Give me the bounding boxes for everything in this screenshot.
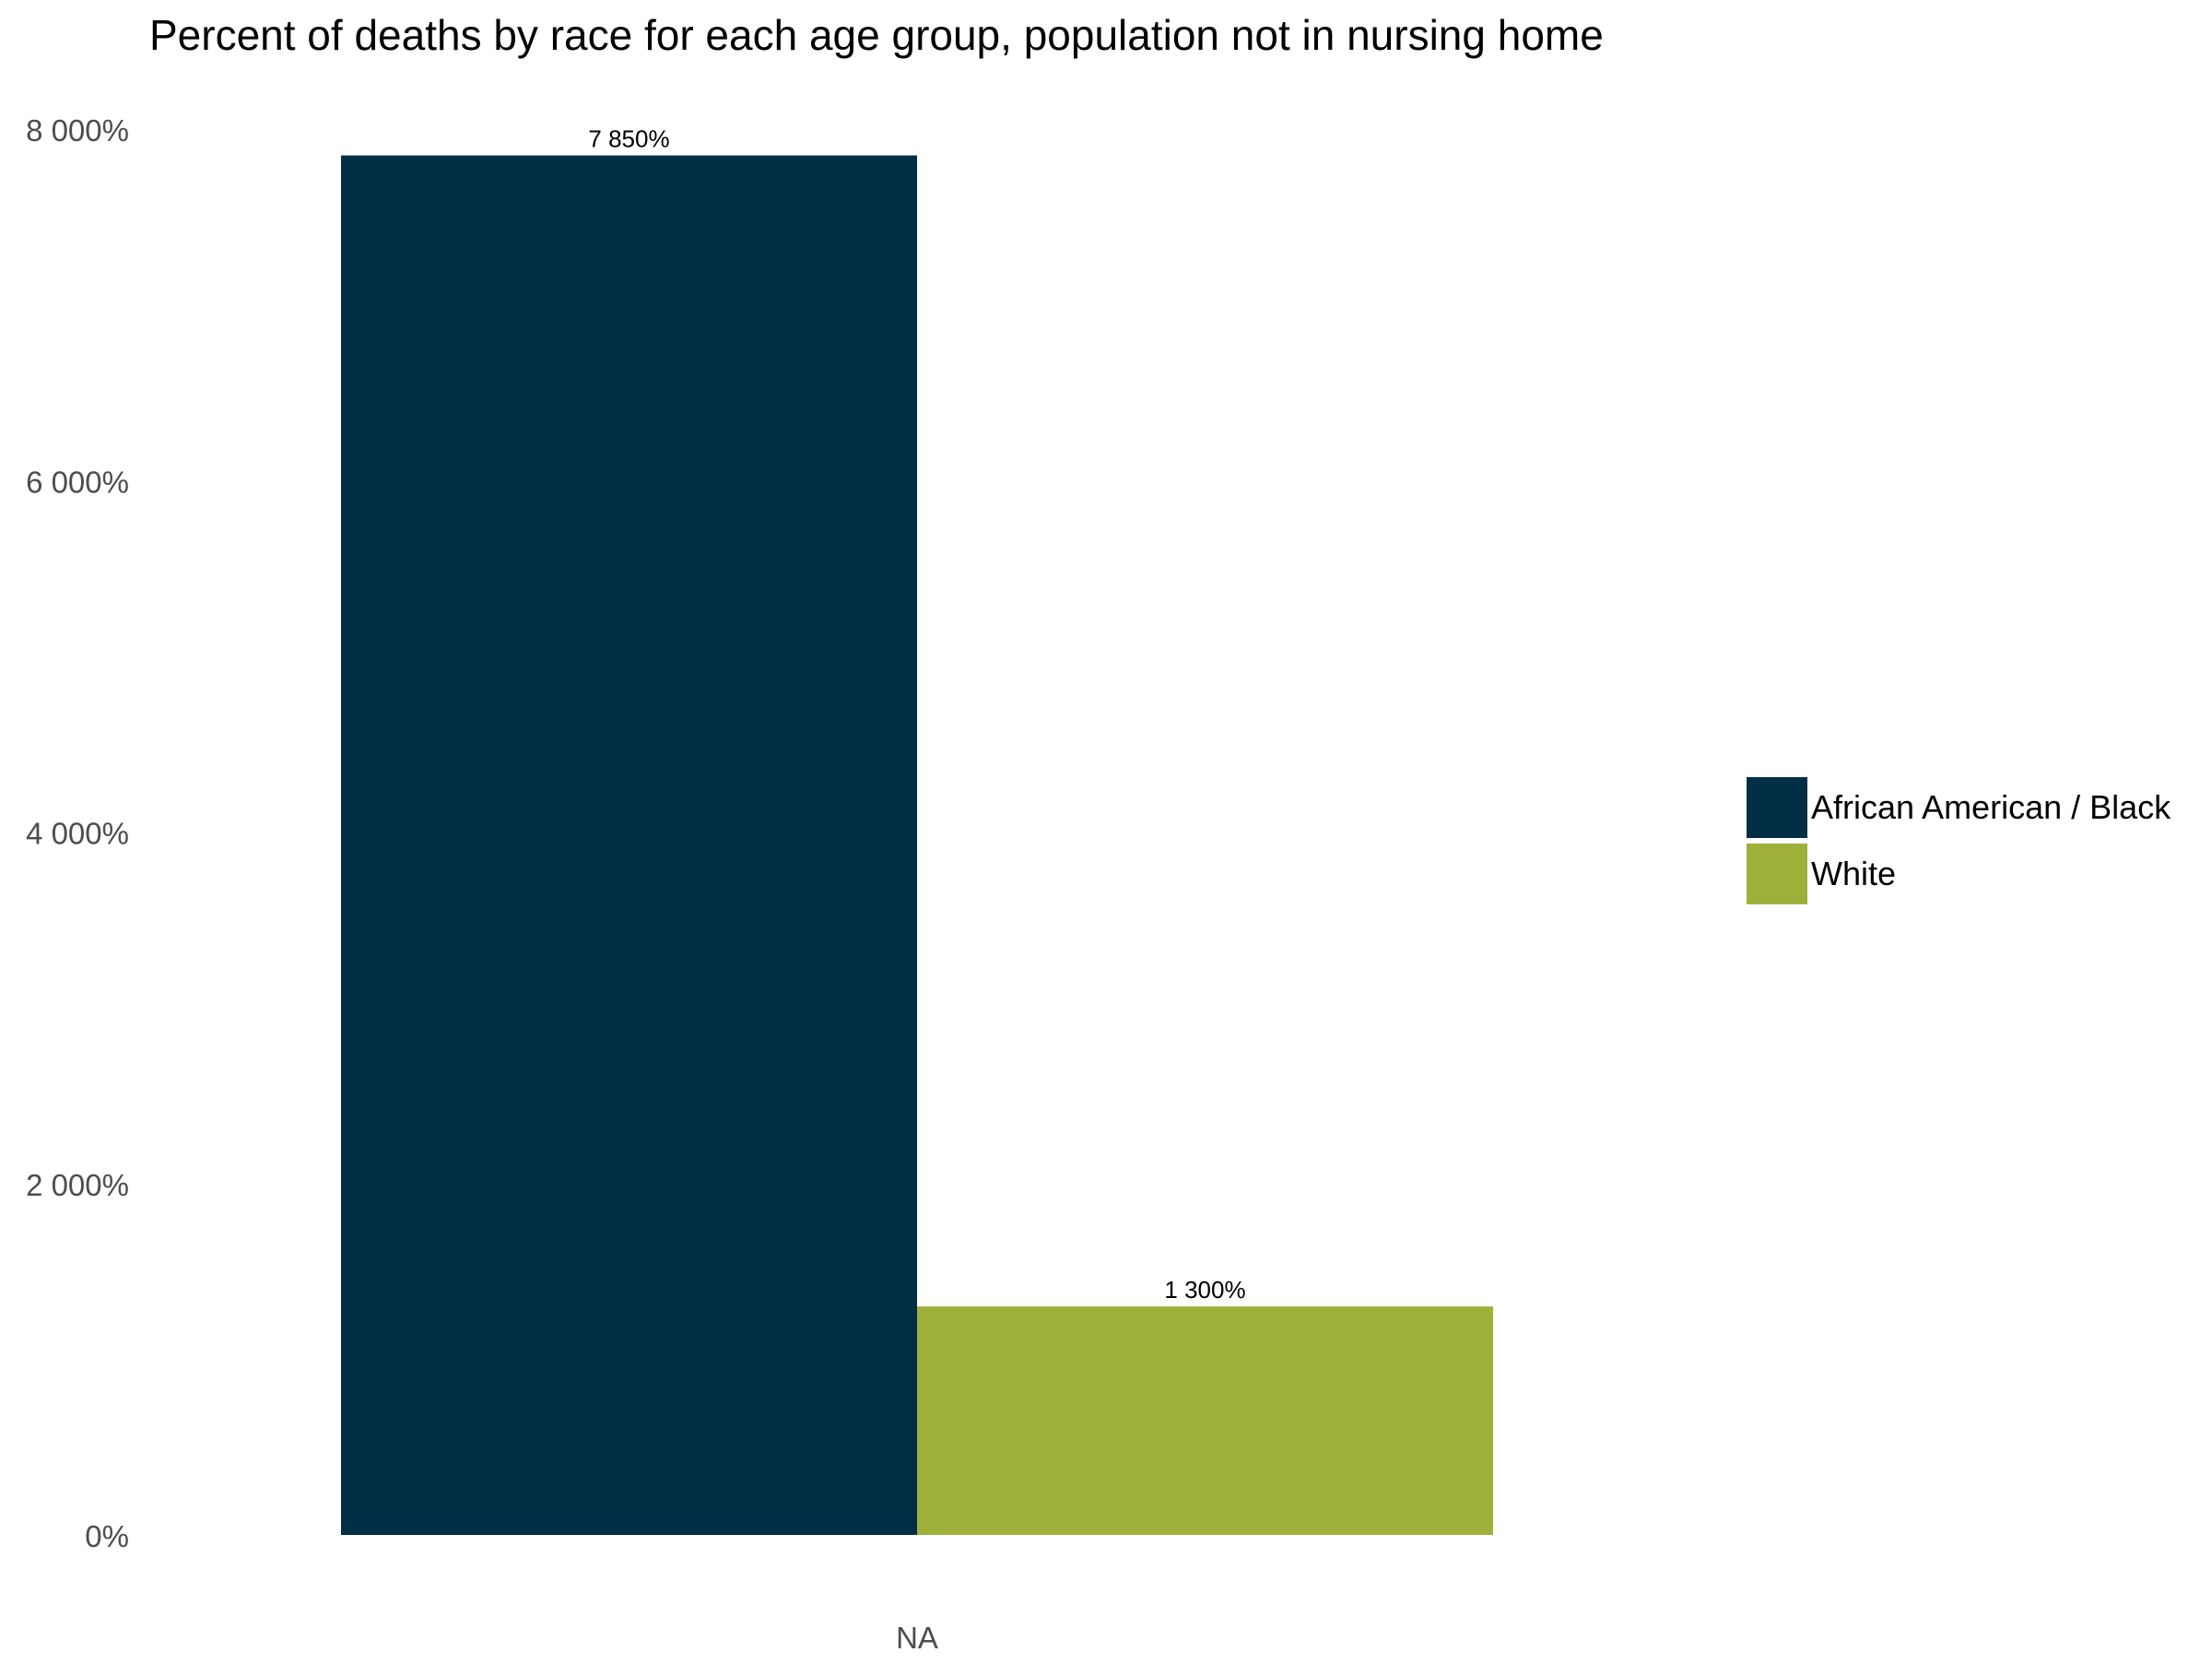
bar-value-label: 7 850% [588, 125, 669, 153]
bar-0 [341, 155, 917, 1535]
bar-1 [917, 1306, 1493, 1535]
legend-swatch [1747, 777, 1807, 838]
x-tick-label: NA [896, 1621, 938, 1655]
legend-label: African American / Black [1811, 788, 2171, 826]
y-tick-label: 8 000% [26, 113, 129, 148]
y-tick-label: 6 000% [26, 465, 129, 499]
x-axis: NA [896, 1621, 938, 1655]
chart-title: Percent of deaths by race for each age g… [149, 11, 1604, 59]
data-labels: 7 850% 1 300% [588, 125, 1245, 1304]
y-tick-label: 0% [85, 1519, 129, 1553]
y-tick-label: 2 000% [26, 1168, 129, 1202]
legend-label: White [1811, 855, 1896, 892]
legend: African American / Black White [1747, 777, 2171, 904]
bar-value-label: 1 300% [1164, 1276, 1245, 1304]
legend-swatch [1747, 844, 1807, 904]
y-tick-label: 4 000% [26, 817, 129, 851]
y-axis: 0% 2 000% 4 000% 6 000% 8 000% [26, 113, 129, 1553]
bar-series [341, 155, 1493, 1535]
